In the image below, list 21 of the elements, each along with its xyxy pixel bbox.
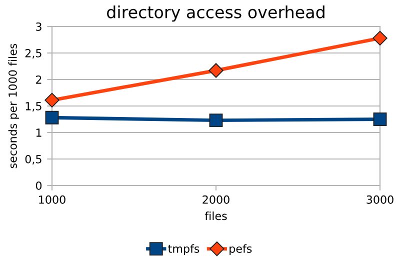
y-tick-label: 2 [36, 75, 42, 84]
point [209, 114, 223, 128]
y-tick-label: 1 [36, 128, 42, 137]
legend-label: tmpfs [168, 244, 200, 255]
point [208, 63, 224, 78]
chart-title: directory access overhead [107, 6, 324, 22]
y-tick-label: 3 [36, 22, 42, 31]
point [372, 30, 388, 46]
point [45, 110, 59, 124]
x-axis-title: files [204, 212, 227, 220]
y-axis-title: seconds per 1000 files [8, 44, 20, 168]
x-tick-label: 2000 [202, 195, 230, 204]
x-tick-label: 3000 [366, 195, 394, 204]
y-tick-label: 0 [36, 181, 42, 190]
legend-label: pefs [230, 244, 252, 255]
y-tick-label: 1,5 [26, 102, 42, 112]
x-tick-label: 1000 [39, 195, 66, 204]
y-tick-label: 0,5 [25, 154, 42, 165]
y-tick-label: 2,5 [25, 48, 42, 59]
point [44, 92, 60, 108]
point [373, 112, 387, 126]
